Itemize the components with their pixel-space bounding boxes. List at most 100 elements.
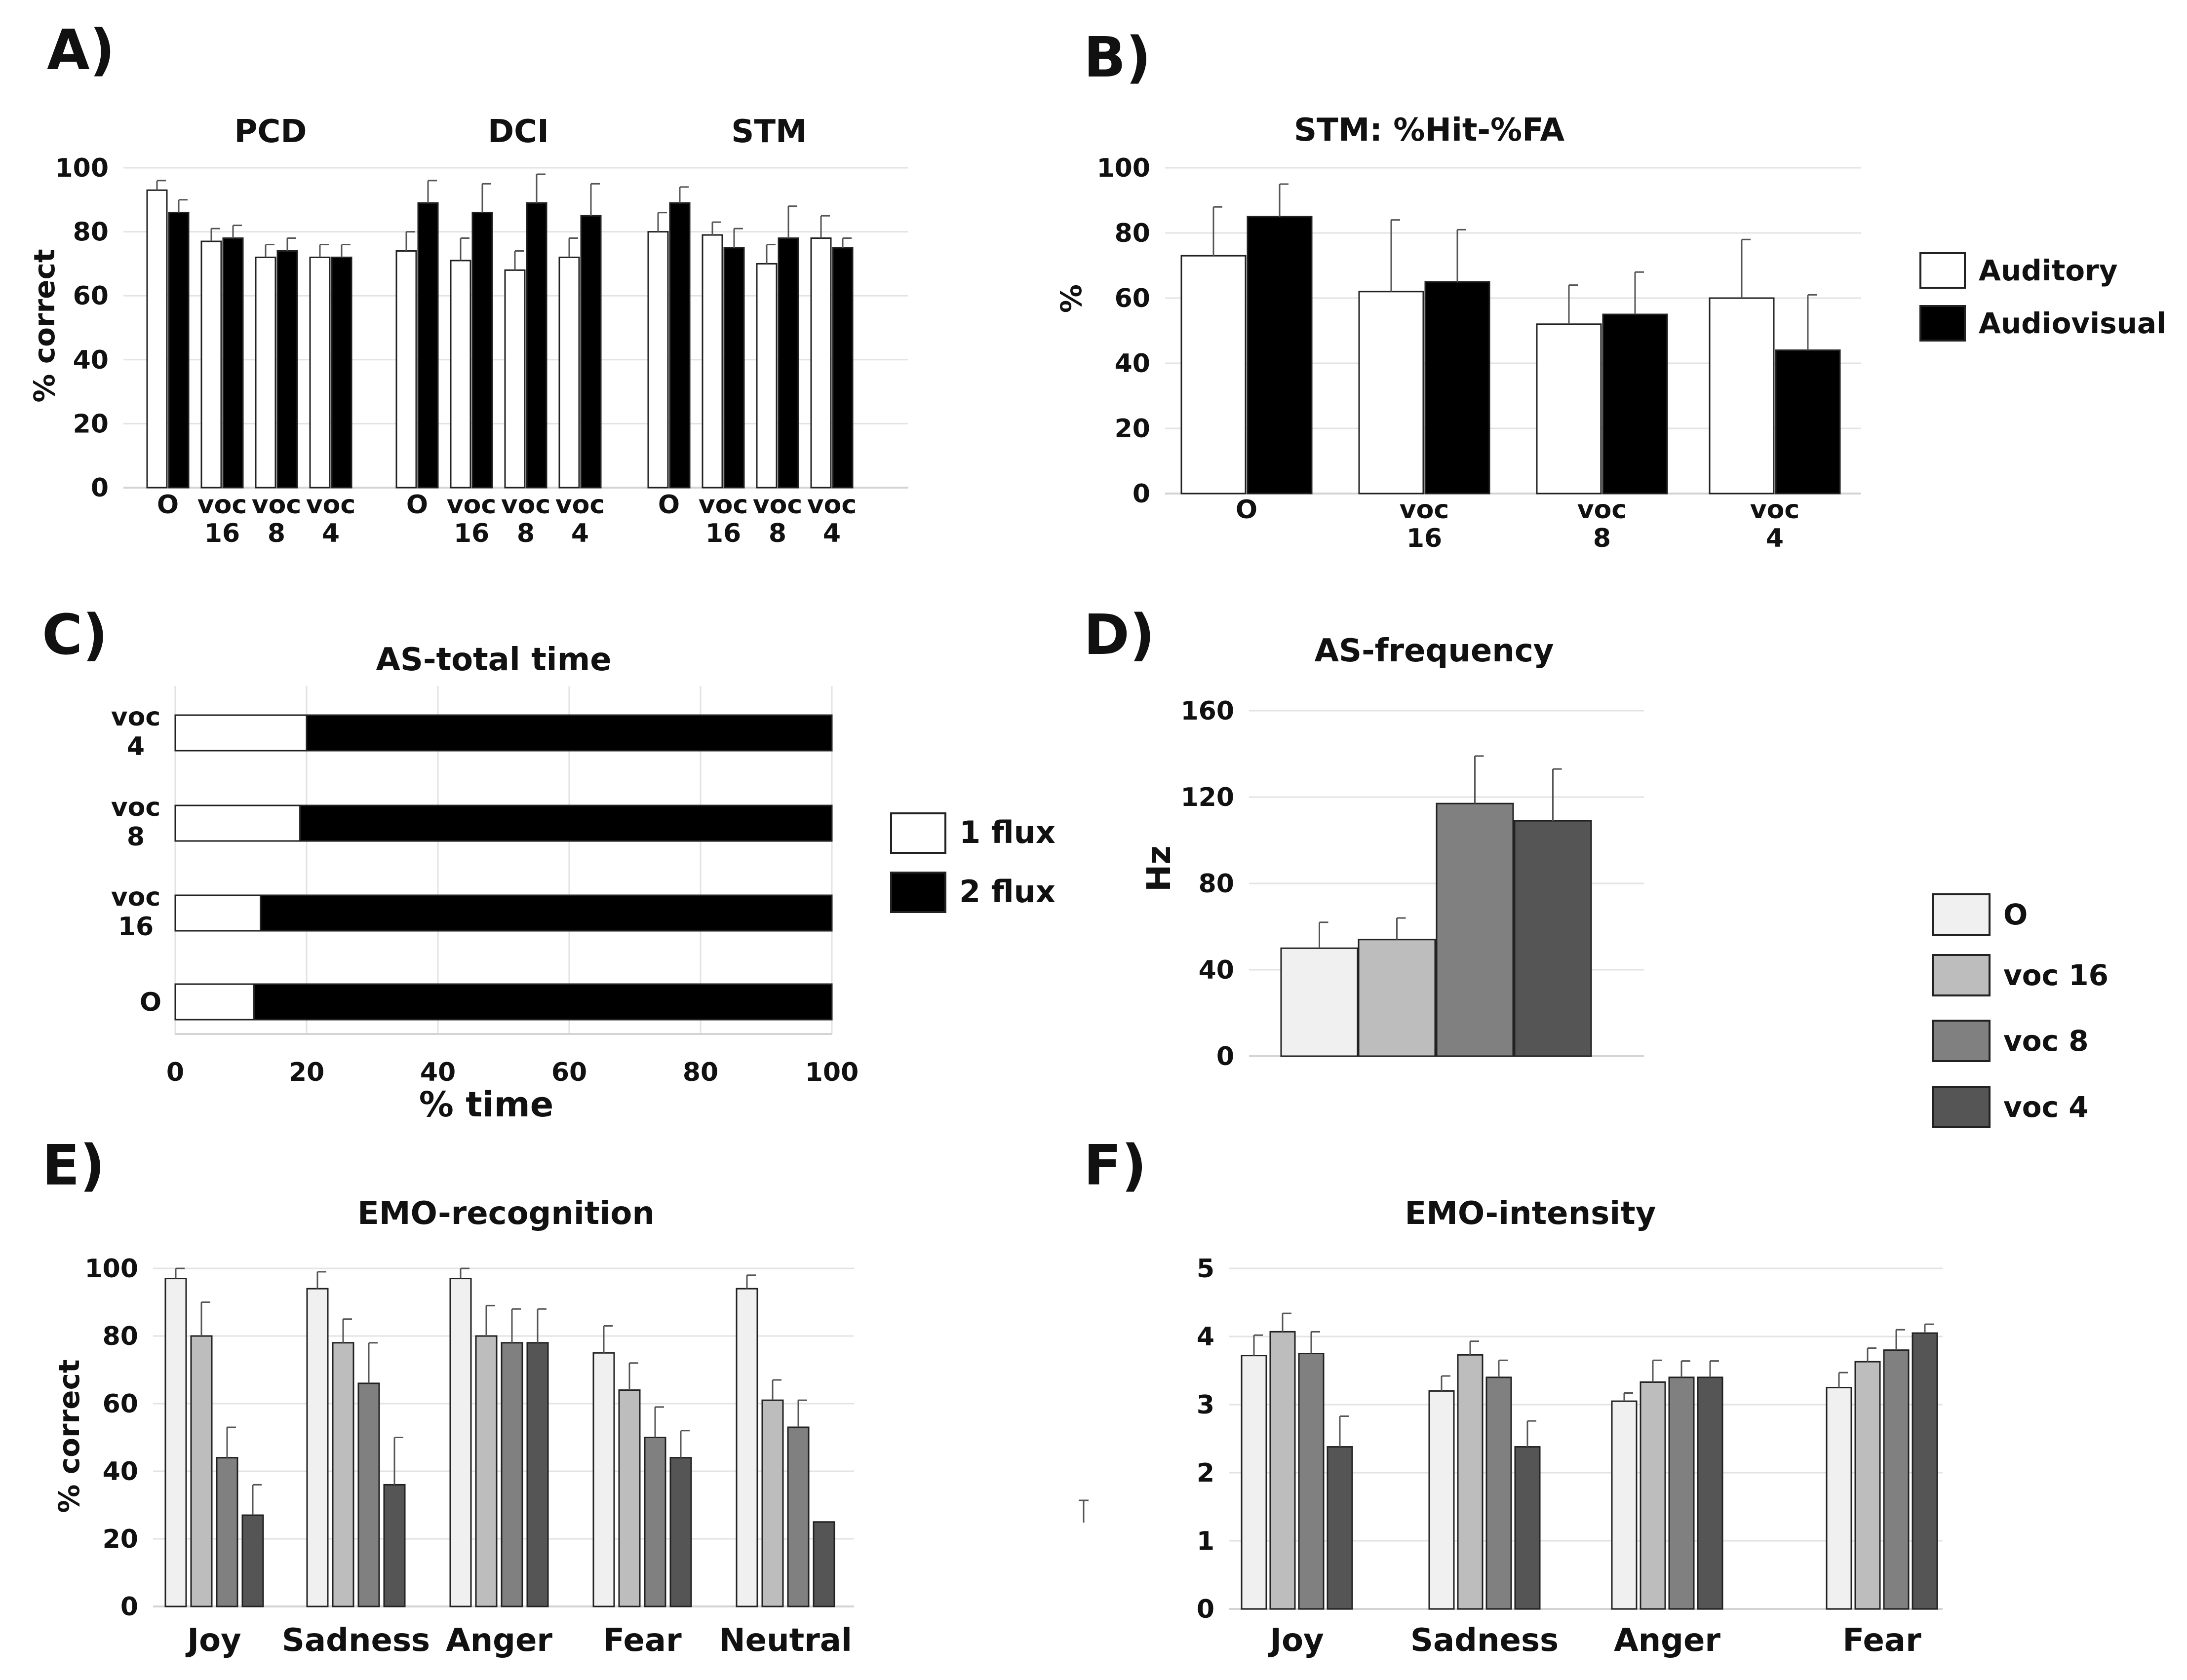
panel-a-bar: [395, 250, 417, 489]
panel-c-y-tick-label: voc: [111, 882, 160, 912]
panel-c-legend-2-flux-label: 2 flux: [959, 874, 1055, 910]
panel-a-bar: [417, 202, 439, 489]
panel-a-group-title: STM: [731, 114, 807, 150]
panel-b-y-tick-label: 100: [1096, 153, 1150, 183]
panel-f-y-tick-label: 1: [1197, 1527, 1214, 1556]
panel-a-x-tick-label: voc 16: [699, 490, 748, 548]
panel-c-bar: [174, 714, 308, 752]
panel-b-bar: [1247, 216, 1313, 495]
panel-b-bar: [1775, 349, 1841, 495]
panel-b-title: STM: %Hit-%FA: [1294, 112, 1565, 149]
panel-a-x-tick-label: voc 4: [555, 490, 605, 548]
panel-f-y-tick-label: 0: [1197, 1595, 1214, 1624]
panel-c-legend-1-flux-swatch: [890, 812, 946, 854]
panel-f-bar: [1883, 1349, 1910, 1610]
panel-a-group-title: PCD: [234, 114, 307, 150]
panel-f-bar: [1640, 1381, 1666, 1610]
panel-f-label: F): [1084, 1134, 1147, 1198]
panel-b-x-tick-label: voc 16: [1400, 495, 1449, 553]
panel-a-x-tick-label: voc 8: [753, 490, 802, 548]
panel-e-bar: [357, 1382, 380, 1607]
panel-e-bar: [164, 1278, 187, 1607]
panel-c-x-tick-label: 100: [805, 1058, 859, 1087]
panel-d-bar: [1436, 802, 1514, 1057]
panel-c-bar: [260, 894, 833, 932]
panel-e-bar: [761, 1399, 784, 1607]
panel-a-y-tick-label: 0: [91, 473, 109, 503]
panel-e-bar: [306, 1288, 329, 1607]
panel-f-bar: [1668, 1376, 1695, 1610]
panel-e-y-axis-label: % correct: [52, 1359, 86, 1513]
panel-f-bar: [1298, 1353, 1325, 1610]
panel-f-bar: [1697, 1376, 1723, 1610]
panel-b-bar: [1602, 313, 1668, 495]
panel-a-x-tick-label: voc 4: [306, 490, 355, 548]
panel-e-bar: [216, 1457, 238, 1607]
panel-e-y-tick-label: 100: [84, 1254, 138, 1284]
panel-f-title: EMO-intensity: [1405, 1195, 1656, 1232]
panel-c-bar: [306, 714, 833, 752]
panel-a-x-tick-label: O: [406, 490, 428, 520]
panel-c-x-tick-label: 40: [420, 1058, 456, 1087]
panel-f-bar: [1826, 1387, 1852, 1610]
panel-c-x-tick-label: 0: [166, 1058, 184, 1087]
panel-f-x-tick-label: Anger: [1614, 1622, 1720, 1659]
panel-d-legend-item-swatch: [1932, 1020, 1991, 1062]
panel-a-bar: [723, 247, 745, 489]
panel-c-label: C): [42, 603, 108, 667]
panel-a-bar: [222, 237, 244, 489]
panel-f-y-tick-label: 2: [1197, 1458, 1214, 1488]
panel-e-bar: [644, 1437, 666, 1607]
panel-b: B) STM: %Hit-%FA % 0 20 40 60 80 100 O voc 16 voc…: [1054, 26, 2166, 553]
panel-a-y-tick-label: 60: [73, 281, 109, 311]
panel-e-y-tick-label: 80: [103, 1322, 138, 1351]
panel-e-bar: [332, 1342, 354, 1607]
panel-e-y-tick-label: 60: [103, 1389, 138, 1419]
panel-d-label: D): [1084, 603, 1155, 667]
panel-e-bar: [813, 1521, 835, 1607]
panel-a-bar: [778, 237, 799, 489]
panel-e-x-tick-label: Neutral: [719, 1622, 852, 1659]
panel-a-bar: [669, 202, 691, 489]
panel-e: E) EMO-recognition % correct 0 20 40 60 80 10…: [42, 1134, 854, 1659]
panel-a-y-tick-label: 100: [55, 153, 109, 183]
panel-e-x-tick-label: Anger: [446, 1622, 552, 1659]
panel-d-bar: [1514, 820, 1592, 1057]
panel-f-bar: [1269, 1331, 1296, 1610]
panel-e-bar: [787, 1426, 810, 1607]
panel-e-label: E): [42, 1134, 105, 1198]
panel-a-bar: [580, 215, 602, 489]
panel-f-bar: [1428, 1390, 1455, 1610]
panel-b-bar: [1180, 255, 1247, 495]
panel-b-bar: [1424, 281, 1490, 495]
panel-c-bar: [299, 804, 833, 842]
panel-e-x-tick-label: Joy: [185, 1622, 241, 1659]
panel-e-bar: [592, 1352, 615, 1607]
panel-a-bar: [832, 247, 854, 489]
panel-e-bar: [669, 1457, 692, 1607]
panel-a-x-tick-label: O: [658, 490, 680, 520]
panel-f-bar: [1485, 1376, 1512, 1610]
panel-d-legend-item-label: O: [2003, 898, 2028, 931]
panel-d-y-tick-label: 40: [1199, 955, 1234, 985]
panel-c-y-tick-label: 4: [127, 732, 145, 762]
panel-c-x-tick-label: 80: [683, 1058, 718, 1087]
panel-a-bar: [647, 231, 669, 489]
panel-f-y-tick-label: 5: [1197, 1254, 1214, 1284]
panel-a-bar: [276, 250, 298, 489]
panel-c-bar: [253, 983, 833, 1021]
panel-b-legend-auditory-label: Auditory: [1979, 254, 2118, 287]
panel-c-y-tick-label: 8: [127, 822, 145, 852]
panel-f-bar: [1241, 1355, 1267, 1610]
panel-e-x-tick-label: Sadness: [282, 1622, 430, 1659]
panel-e-y-tick-label: 20: [103, 1525, 138, 1554]
panel-a-x-tick-label: voc 16: [197, 490, 247, 548]
panel-a-bar: [168, 212, 190, 489]
panel-b-legend-audiovisual-swatch: [1919, 305, 1966, 342]
panel-f-x-tick-label: Sadness: [1410, 1622, 1559, 1659]
panel-a-bar: [558, 256, 580, 489]
panel-d-legend-item-swatch: [1932, 893, 1991, 936]
panel-d-bar: [1358, 939, 1436, 1057]
panel-b-y-tick-label: 0: [1133, 479, 1150, 509]
